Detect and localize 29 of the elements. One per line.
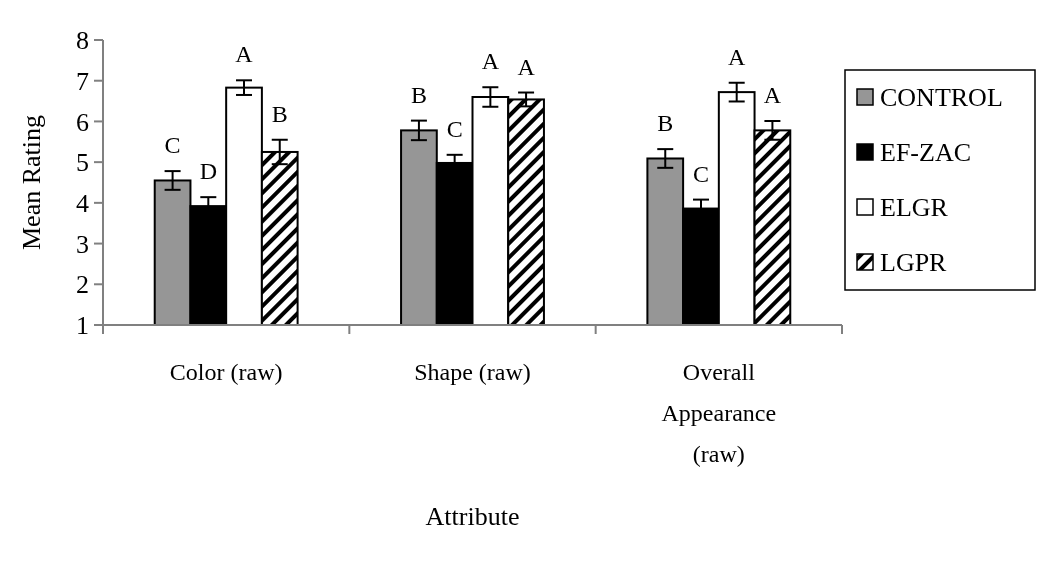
data-label: C [692,160,709,187]
data-label: C [446,115,463,142]
legend-label: CONTROL [880,83,1003,113]
y-tick-label: 4 [76,188,89,218]
data-label: A [728,43,747,70]
x-tick-label: Color (raw) [169,359,283,385]
y-tick-label: 7 [76,66,89,96]
data-label: A [517,53,536,80]
data-label: A [763,82,782,109]
data-label: C [164,132,181,159]
x-tick-label: Overall Appearance (raw) [661,359,777,467]
data-label: B [410,81,427,108]
data-label: B [657,110,674,137]
x-tick-label: Shape (raw) [414,359,531,385]
y-tick-label: 8 [76,26,89,56]
legend-label: LGPR [880,248,948,278]
y-tick-label: 1 [76,311,89,341]
data-label: D [199,158,217,185]
legend-label: ELGR [880,193,949,223]
y-axis-title: Mean Rating [17,114,46,251]
data-label: B [271,100,288,127]
x-axis-title: Attribute [425,502,520,531]
y-tick-label: 5 [76,148,89,178]
legend-label: EF-ZAC [880,138,971,168]
data-label: A [235,41,254,68]
data-label: A [481,48,500,75]
y-tick-label: 3 [76,229,89,259]
y-tick-label: 6 [76,107,89,137]
y-tick-label: 2 [76,270,89,300]
